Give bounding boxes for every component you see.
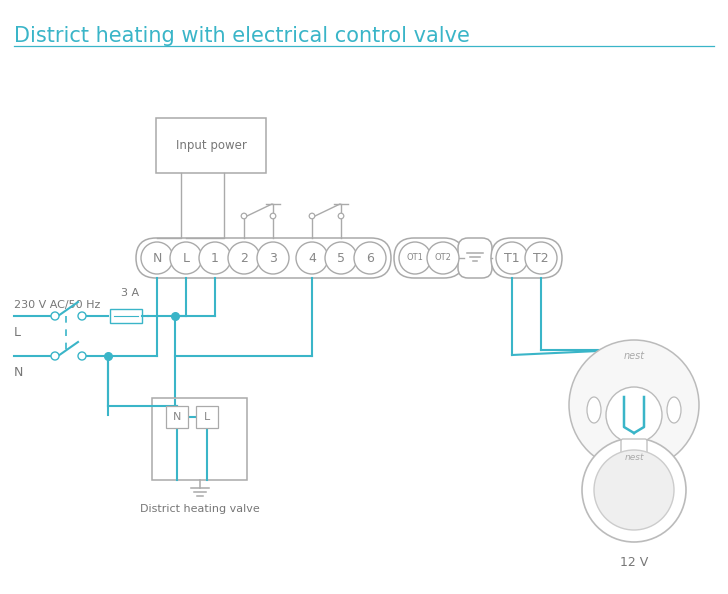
Text: 230 V AC/50 Hz: 230 V AC/50 Hz [14,300,100,310]
Text: 4: 4 [308,251,316,264]
Text: T1: T1 [505,251,520,264]
Text: 5: 5 [337,251,345,264]
Text: T2: T2 [533,251,549,264]
Text: 3 A: 3 A [121,288,139,298]
Circle shape [270,213,276,219]
Text: 12 V: 12 V [620,556,648,569]
Text: nest: nest [624,453,644,463]
Circle shape [51,352,59,360]
Circle shape [525,242,557,274]
Circle shape [296,242,328,274]
Text: District heating with electrical control valve: District heating with electrical control… [14,26,470,46]
Circle shape [78,312,86,320]
Text: L: L [204,412,210,422]
Circle shape [141,242,173,274]
Circle shape [354,242,386,274]
Text: 3: 3 [269,251,277,264]
FancyBboxPatch shape [110,309,142,323]
Circle shape [51,312,59,320]
Circle shape [325,242,357,274]
Circle shape [582,438,686,542]
FancyBboxPatch shape [621,439,647,455]
FancyBboxPatch shape [166,406,188,428]
Text: 6: 6 [366,251,374,264]
Circle shape [170,242,202,274]
Text: N: N [152,251,162,264]
Circle shape [257,242,289,274]
Circle shape [427,242,459,274]
Circle shape [606,387,662,443]
Circle shape [199,242,231,274]
FancyBboxPatch shape [196,406,218,428]
Circle shape [594,450,674,530]
Circle shape [569,340,699,470]
FancyBboxPatch shape [458,238,492,278]
FancyBboxPatch shape [152,398,247,480]
Text: 1: 1 [211,251,219,264]
Text: District heating valve: District heating valve [140,504,259,514]
FancyBboxPatch shape [156,118,266,173]
FancyBboxPatch shape [136,238,391,278]
Circle shape [496,242,528,274]
FancyBboxPatch shape [491,238,562,278]
Circle shape [339,213,344,219]
Text: L: L [14,326,21,339]
Text: OT1: OT1 [406,254,424,263]
Text: L: L [183,251,189,264]
Text: N: N [14,366,23,379]
Circle shape [228,242,260,274]
Ellipse shape [667,397,681,423]
Circle shape [241,213,247,219]
Text: 2: 2 [240,251,248,264]
Text: OT2: OT2 [435,254,451,263]
Circle shape [309,213,314,219]
Circle shape [78,352,86,360]
Text: nest: nest [623,351,644,361]
Ellipse shape [587,397,601,423]
Text: Input power: Input power [175,139,247,152]
Circle shape [399,242,431,274]
Text: N: N [173,412,181,422]
FancyBboxPatch shape [394,238,464,278]
